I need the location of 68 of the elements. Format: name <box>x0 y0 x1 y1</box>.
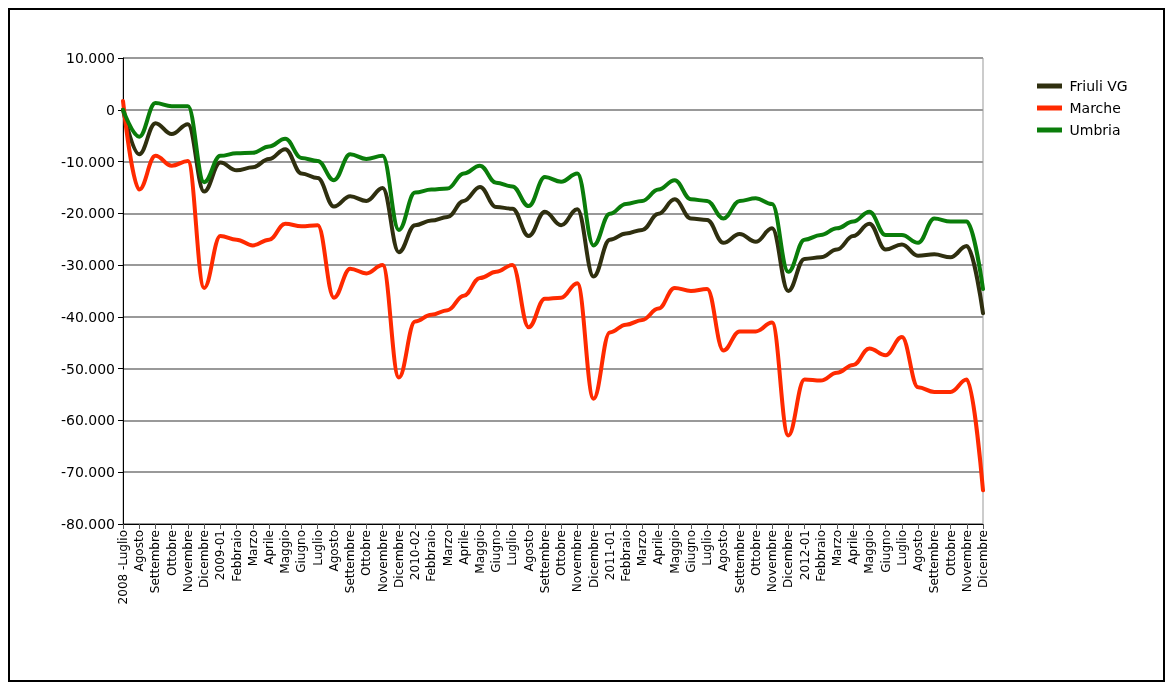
x-tick-label: Settembre <box>537 530 552 594</box>
x-tick-label: Aprile <box>846 530 861 565</box>
x-tick-label: Ottobre <box>748 530 763 576</box>
y-tick-label: -50.000 <box>60 360 115 377</box>
x-tick-label: Novembre <box>375 530 390 593</box>
y-tick-label: -80.000 <box>60 516 115 532</box>
x-tick-label: Agosto <box>521 530 536 572</box>
x-tick-label: Dicembre <box>197 530 212 588</box>
x-tick-label: Luglio <box>894 530 909 566</box>
x-tick-label: Febbraio <box>813 530 828 582</box>
x-tick-label: Maggio <box>472 530 487 574</box>
x-tick-label: Agosto <box>716 530 731 572</box>
x-tick-label: Agosto <box>132 530 147 572</box>
x-tick-label: Novembre <box>180 530 195 593</box>
x-tick-label: Ottobre <box>943 530 958 576</box>
x-tick-label: Febbraio <box>619 530 634 582</box>
x-tick-label: Ottobre <box>554 530 569 576</box>
x-tick-label: Marzo <box>440 530 455 567</box>
x-tick-label: Luglio <box>700 530 715 566</box>
x-tick-label: Settembre <box>148 530 163 594</box>
x-tick-label: Settembre <box>927 530 942 594</box>
x-tick-label: 2008 -Luglio <box>116 530 130 605</box>
legend-label: Friuli VG <box>1069 78 1128 94</box>
x-tick-label: Giugno <box>878 530 893 573</box>
x-tick-label: Marzo <box>245 530 260 567</box>
x-tick-label: Dicembre <box>586 530 601 588</box>
x-tick-label: Dicembre <box>976 530 990 588</box>
x-tick-label: Giugno <box>683 530 698 573</box>
y-tick-label: -10.000 <box>60 153 115 170</box>
y-tick-label: -20.000 <box>60 205 115 222</box>
x-tick-label: Febbraio <box>424 530 439 582</box>
x-tick-label: 2011-01 <box>602 530 617 581</box>
y-tick-label: 0 <box>106 101 115 118</box>
x-tick-label: Marzo <box>635 530 650 567</box>
x-tick-label: Dicembre <box>781 530 796 588</box>
x-tick-label: Luglio <box>310 530 325 566</box>
x-tick-label: Aprile <box>456 530 471 565</box>
legend-label: Umbria <box>1069 122 1121 138</box>
x-tick-label: Maggio <box>278 530 293 574</box>
x-tick-label: Aprile <box>651 530 666 565</box>
x-tick-label: 2012-01 <box>797 530 812 581</box>
x-tick-label: Novembre <box>959 530 974 593</box>
x-tick-label: Dicembre <box>391 530 406 588</box>
x-tick-label: Maggio <box>667 530 682 574</box>
x-tick-label: Novembre <box>765 530 780 593</box>
x-tick-label: Agosto <box>326 530 341 572</box>
x-tick-label: Marzo <box>829 530 844 567</box>
x-tick-label: Giugno <box>294 530 309 573</box>
x-tick-label: Novembre <box>570 530 585 593</box>
x-tick-label: 2010-02 <box>408 530 423 581</box>
x-tick-label: Luglio <box>505 530 520 566</box>
x-tick-label: Ottobre <box>359 530 374 576</box>
y-tick-label: -40.000 <box>60 308 115 325</box>
x-tick-label: 2009-01 <box>213 530 228 581</box>
x-tick-label: Settembre <box>343 530 358 594</box>
x-tick-label: Giugno <box>489 530 504 573</box>
x-tick-label: Febbraio <box>229 530 244 582</box>
y-tick-label: -60.000 <box>60 412 115 429</box>
x-tick-label: Agosto <box>911 530 926 572</box>
x-tick-label: Maggio <box>862 530 877 574</box>
y-tick-label: -70.000 <box>60 464 115 481</box>
line-series <box>121 98 985 493</box>
y-tick-label: 10.000 <box>66 50 115 66</box>
x-tick-label: Aprile <box>262 530 277 565</box>
x-tick-label: Settembre <box>732 530 747 594</box>
x-tick-label: Ottobre <box>164 530 179 576</box>
y-tick-label: -30.000 <box>60 257 115 274</box>
legend-label: Marche <box>1069 100 1121 116</box>
